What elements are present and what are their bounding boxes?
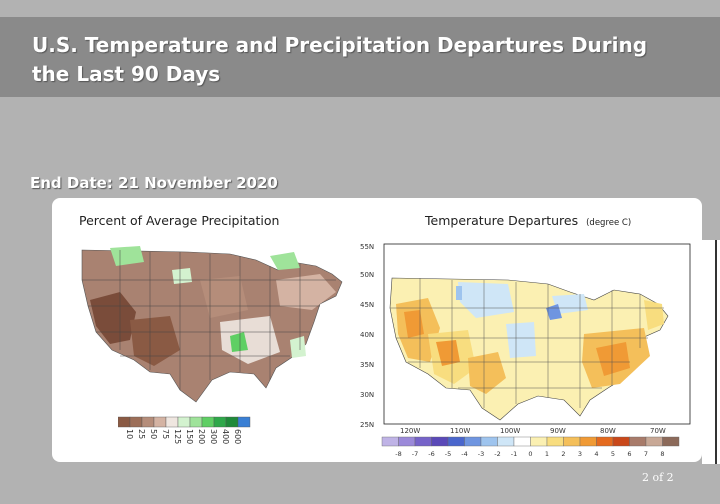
- temp-lat-label: 45N: [360, 301, 374, 309]
- temp-legend-swatch: [431, 436, 449, 447]
- temp-legend-swatch: [414, 436, 432, 447]
- temp-legend-swatch: [629, 436, 647, 447]
- temp-legend-swatch: [579, 436, 597, 447]
- temp-legend-label: 2: [561, 450, 565, 458]
- temp-legend-swatch: [563, 436, 581, 447]
- precip-legend-label: 10: [125, 429, 134, 439]
- temp-legend-label: -5: [445, 450, 451, 458]
- temp-legend-swatch: [662, 436, 680, 447]
- precip-legend: 10 25 50 75 125 150 200 300 400 600: [118, 416, 251, 444]
- precip-legend-swatch: [189, 416, 203, 428]
- temp-lat-label: 25N: [360, 421, 374, 429]
- precip-legend-swatches: [118, 416, 251, 428]
- temp-legend-swatches: [381, 436, 680, 447]
- precip-legend-label: 600: [233, 429, 242, 444]
- precip-legend-swatch: [153, 416, 167, 428]
- temp-map: 55N 50N 45N 40N 35N 30N 25N 120W 110W 100W 90W 80W…: [358, 238, 694, 460]
- temp-legend-label: -6: [428, 450, 434, 458]
- temp-map-title: Temperature Departures (degree C): [425, 213, 631, 228]
- temp-legend-swatch: [513, 436, 531, 447]
- precip-legend-label: 150: [185, 429, 194, 444]
- temp-lat-label: 30N: [360, 391, 374, 399]
- temp-lat-label: 55N: [360, 243, 374, 251]
- temp-lon-label: 110W: [450, 427, 470, 435]
- temp-lon-label: 100W: [500, 427, 520, 435]
- adjacent-image-edge: [702, 240, 720, 464]
- temp-legend-label: 5: [611, 450, 615, 458]
- temp-legend-label: 7: [644, 450, 648, 458]
- temp-lon-label: 120W: [400, 427, 420, 435]
- temp-legend-label: -2: [494, 450, 500, 458]
- temp-legend-label: 6: [627, 450, 631, 458]
- temp-lat-label: 40N: [360, 331, 374, 339]
- temp-legend-swatch: [447, 436, 465, 447]
- temp-legend-label: -4: [461, 450, 467, 458]
- temp-legend-swatch: [530, 436, 548, 447]
- temp-legend-label: -8: [395, 450, 401, 458]
- maps-panel: Percent of Average Precipitation Tempera…: [52, 198, 702, 462]
- temp-legend-swatch: [546, 436, 564, 447]
- precip-legend-label: 50: [149, 429, 158, 439]
- temp-legend-swatch: [480, 436, 498, 447]
- precip-legend-label: 400: [221, 429, 230, 444]
- precip-legend-swatch: [237, 416, 251, 428]
- temp-lat-labels: 55N 50N 45N 40N 35N 30N 25N: [360, 243, 374, 429]
- temp-legend-swatch: [464, 436, 482, 447]
- temp-legend-label: -7: [412, 450, 418, 458]
- temp-legend-swatch: [596, 436, 614, 447]
- temp-lon-labels: 120W 110W 100W 90W 80W 70W: [400, 427, 666, 435]
- precip-legend-label: 25: [137, 429, 146, 439]
- slide-title: U.S. Temperature and Precipitation Depar…: [32, 33, 648, 86]
- precip-legend-swatch: [213, 416, 227, 428]
- precip-map: [80, 240, 362, 408]
- temp-legend-labels: -8 -7 -6 -5 -4 -3 -2 -1 0 1 2 3 4 5 6 7 8: [395, 450, 664, 458]
- temp-legend-swatch: [398, 436, 416, 447]
- temp-map-unit: (degree C): [586, 218, 632, 228]
- temp-lat-label: 50N: [360, 271, 374, 279]
- page-number: 2 of 2: [642, 471, 674, 484]
- precip-legend-swatch: [177, 416, 191, 428]
- temp-legend-label: 0: [528, 450, 532, 458]
- precip-legend-swatch: [201, 416, 215, 428]
- temp-lon-label: 90W: [550, 427, 566, 435]
- temp-legend-label: 3: [578, 450, 582, 458]
- precip-legend-swatch: [165, 416, 179, 428]
- precip-legend-swatch: [225, 416, 239, 428]
- temp-legend-label: -3: [478, 450, 484, 458]
- precip-map-title: Percent of Average Precipitation: [79, 213, 280, 228]
- temp-legend-label: -1: [511, 450, 517, 458]
- temp-legend-swatch: [645, 436, 663, 447]
- precip-legend-swatch: [129, 416, 143, 428]
- precip-legend-label: 75: [161, 429, 170, 439]
- temp-legend-swatch: [497, 436, 515, 447]
- precip-legend-swatch: [141, 416, 155, 428]
- temp-legend-swatch: [381, 436, 399, 447]
- temp-lon-label: 80W: [600, 427, 616, 435]
- precip-legend-label: 300: [209, 429, 218, 444]
- temp-legend-label: 1: [545, 450, 549, 458]
- title-bar: [0, 17, 720, 97]
- temp-legend-label: 8: [660, 450, 664, 458]
- temp-legend-label: 4: [594, 450, 598, 458]
- precip-legend-swatch: [118, 416, 131, 428]
- end-date-label: End Date: 21 November 2020: [30, 174, 278, 192]
- temp-map-title-text: Temperature Departures: [425, 213, 579, 228]
- temp-lon-label: 70W: [650, 427, 666, 435]
- adjacent-image-border: [715, 240, 717, 464]
- precip-legend-labels: 10 25 50 75 125 150 200 300 400 600: [125, 429, 242, 444]
- precip-legend-label: 125: [173, 429, 182, 444]
- temp-lat-label: 35N: [360, 361, 374, 369]
- precip-legend-label: 200: [197, 429, 206, 444]
- temp-legend-swatch: [612, 436, 630, 447]
